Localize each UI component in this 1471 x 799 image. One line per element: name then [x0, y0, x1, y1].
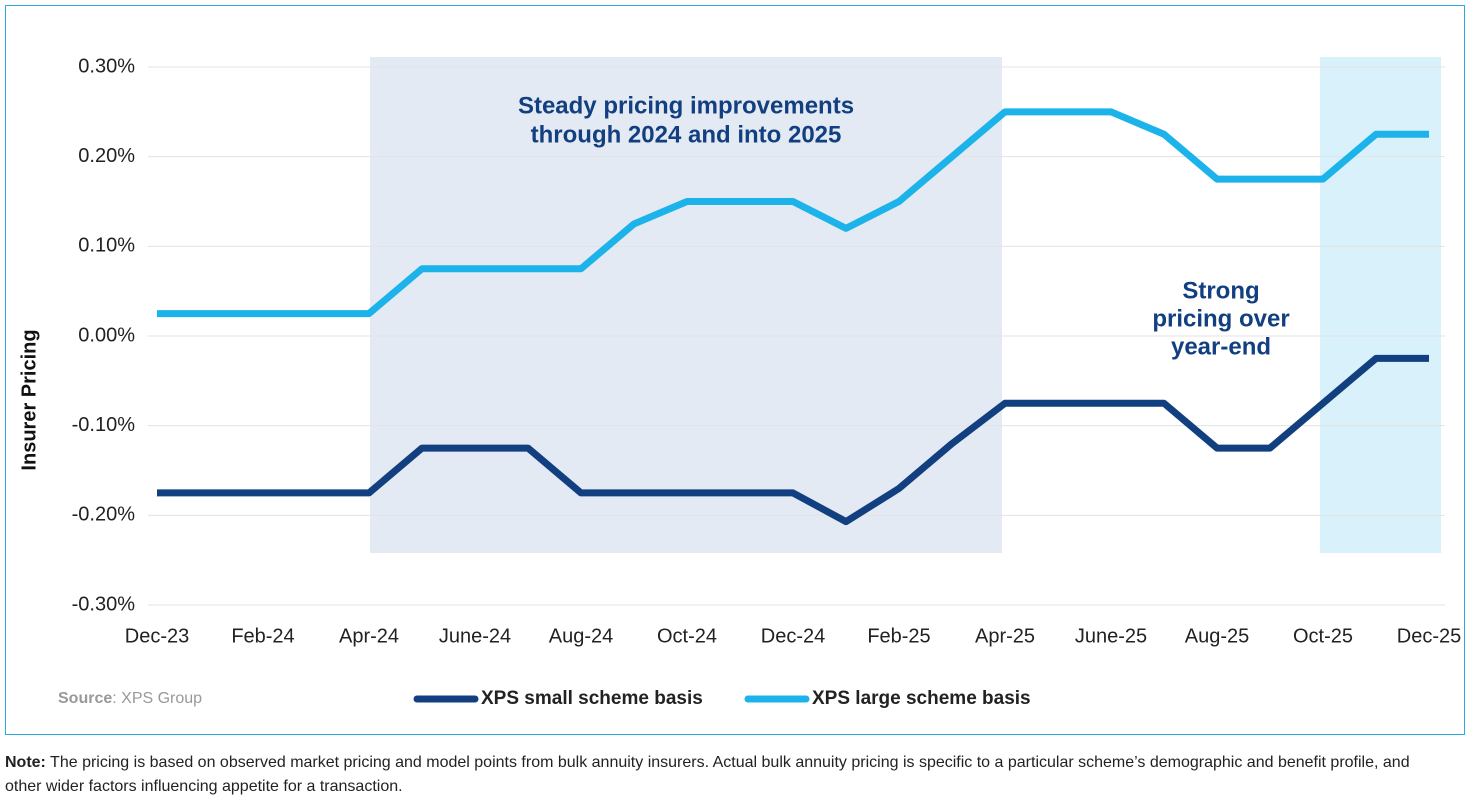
x-tick-label: Feb-24 — [231, 625, 294, 647]
y-tick-label: 0.00% — [78, 324, 135, 346]
y-tick-label: -0.10% — [72, 414, 136, 436]
y-tick-label: 0.20% — [78, 145, 135, 167]
note-label: Note: — [5, 754, 46, 771]
x-tick-label: Dec-25 — [1397, 625, 1461, 647]
x-tick-label: Dec-23 — [125, 625, 189, 647]
legend-label: XPS large scheme basis — [812, 688, 1031, 709]
highlight-band — [1320, 57, 1441, 553]
x-tick-label: June-25 — [1075, 625, 1147, 647]
x-tick-label: June-24 — [439, 625, 511, 647]
annotation: year-end — [1171, 333, 1271, 360]
x-tick-label: Feb-25 — [867, 625, 930, 647]
series-line — [157, 354, 1429, 526]
legend-label: XPS small scheme basis — [481, 688, 703, 709]
annotation: Steady pricing improvements — [518, 92, 854, 119]
y-axis-title: Insurer Pricing — [18, 329, 40, 470]
note-text: The pricing is based on observed market … — [5, 754, 1410, 795]
chart: Insurer Pricing Steady pricing improveme… — [5, 5, 1465, 735]
x-tick-label: Apr-24 — [339, 625, 399, 647]
annotation: pricing over — [1152, 305, 1289, 332]
chart-frame — [5, 5, 1465, 735]
x-tick-label: Dec-24 — [761, 625, 825, 647]
note: Note: The pricing is based on observed m… — [5, 751, 1445, 799]
highlight-band — [370, 57, 1002, 553]
y-tick-label: 0.30% — [78, 55, 135, 77]
y-tick-label: 0.10% — [78, 235, 135, 257]
y-tick-label: -0.30% — [72, 593, 136, 615]
source-label: Source — [58, 690, 112, 707]
source: Source: XPS Group — [58, 690, 202, 707]
grid — [148, 66, 1445, 606]
x-tick-label: Oct-25 — [1293, 625, 1353, 647]
x-tick-label: Aug-24 — [549, 625, 614, 647]
x-tick-label: Apr-25 — [975, 625, 1035, 647]
annotation: through 2024 and into 2025 — [531, 121, 842, 148]
series-line — [157, 108, 1429, 318]
x-tick-label: Oct-24 — [657, 625, 717, 647]
y-tick-label: -0.20% — [72, 504, 136, 526]
annotation: Strong — [1182, 277, 1259, 304]
source-text: : XPS Group — [112, 690, 202, 707]
x-tick-label: Aug-25 — [1185, 625, 1250, 647]
